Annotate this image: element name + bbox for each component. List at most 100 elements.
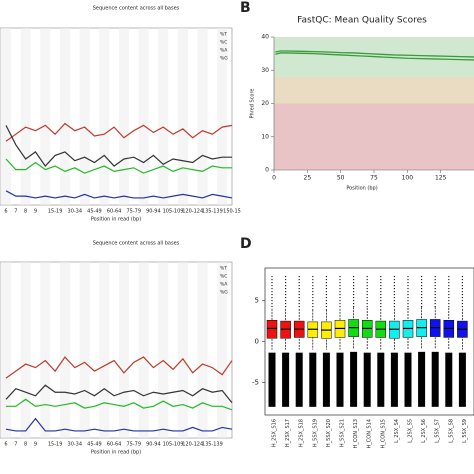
legend-entry: %G (220, 290, 228, 296)
x-tick-label: 75-79 (126, 209, 141, 215)
x-tick-label: L_5SX_S8 (448, 419, 454, 443)
x-tick-label: 135-139 (202, 442, 223, 448)
stripe (118, 28, 129, 205)
outlier-low (309, 352, 317, 407)
stripe (177, 262, 188, 438)
stripe (40, 262, 51, 438)
x-tick-label: 90-94 (146, 209, 161, 215)
x-tick-label: 6 (4, 442, 7, 448)
stripe (0, 262, 12, 438)
x-tick-label: 30-34 (68, 442, 83, 448)
x-tick-label: 120-124 (182, 442, 203, 448)
stripe (118, 262, 129, 438)
x-axis-label: Position (bp) (346, 186, 377, 192)
stripe (59, 28, 70, 205)
stripe (138, 262, 149, 438)
y-tick-label: 0 (255, 338, 259, 346)
legend-entry: %T (220, 32, 227, 38)
x-tick-label: L_2SX_S4 (394, 419, 400, 443)
x-tick-label: H_2SX_S17 (285, 419, 291, 447)
x-tick-label: H_2SX_S18 (299, 419, 305, 447)
legend-entry: %C (220, 40, 227, 46)
stripe (0, 28, 12, 205)
x-tick-label: 8 (24, 209, 27, 215)
x-tick-label: L_5SX_S7 (435, 419, 441, 443)
y-tick-label: 0 (265, 167, 269, 174)
quality-band (274, 76, 474, 104)
stripe (79, 262, 90, 438)
series-line (5, 122, 233, 142)
stripe (158, 262, 169, 438)
box (266, 320, 278, 339)
x-tick-label: 9 (34, 442, 37, 448)
legend-entry: %A (220, 48, 228, 54)
x-tick-label: H_5SX_S20 (326, 419, 332, 447)
y-tick-label: 5 (255, 297, 259, 305)
x-tick-label: L_2SX_S6 (421, 419, 427, 443)
outlier-low (458, 352, 466, 407)
y-tick-label: -5 (252, 378, 259, 386)
x-tick-label: 105-109 (163, 209, 184, 215)
panel-label: D (240, 236, 252, 252)
x-tick-label: 50 (337, 175, 345, 182)
outlier-low (336, 352, 344, 407)
stripe (197, 262, 208, 438)
legend-entry: %G (220, 56, 228, 62)
x-tick-label: H_5SX_S19 (312, 419, 318, 447)
outlier-low (445, 352, 453, 407)
y-tick-label: 10 (261, 133, 269, 140)
y-tick-label: 40 (261, 34, 269, 41)
stripe (40, 28, 51, 205)
x-tick-label: 105-109 (163, 442, 184, 448)
x-tick-label: 90-94 (146, 442, 161, 448)
stripe (20, 262, 31, 438)
stripe (177, 28, 188, 205)
outlier-low (390, 352, 398, 407)
x-axis-label: Position in read (bp) (91, 217, 141, 223)
stripe (158, 28, 169, 205)
series-line (5, 158, 232, 174)
stripe (99, 262, 110, 438)
x-tick-label: H_CON_S15 (380, 419, 386, 448)
chart-title: FastQC: Mean Quality Scores (297, 16, 427, 26)
outlier-low (282, 352, 290, 407)
stripe (217, 262, 228, 438)
x-tick-label: 6 (4, 209, 7, 215)
x-tick-label: 7 (14, 442, 17, 448)
x-tick-label: 100 (402, 175, 414, 182)
x-tick-label: 7 (14, 209, 17, 215)
y-tick-label: 30 (261, 67, 269, 74)
quality-line (275, 50, 474, 58)
x-tick-label: 25 (304, 175, 312, 182)
outlier-low (295, 352, 303, 407)
x-tick-label: H_CON_S14 (367, 419, 373, 448)
stripe (99, 28, 110, 205)
chart-title: Sequence content across all bases (93, 6, 180, 12)
outlier-low (404, 352, 412, 407)
x-tick-label: 0 (272, 175, 276, 182)
plot-area (0, 27, 233, 206)
quality-line (275, 52, 474, 61)
legend-entry: %T (220, 266, 227, 272)
outlier-low (350, 351, 358, 407)
x-axis-label: Position in read (bp) (91, 450, 141, 456)
outlier-low (431, 351, 439, 407)
legend-entry: %C (220, 274, 227, 280)
series-line (5, 384, 233, 404)
panel-label: B (240, 0, 251, 16)
x-tick-label: 60-64 (107, 209, 122, 215)
legend-entry: %A (220, 282, 228, 288)
outlier-low (418, 351, 426, 407)
x-tick-label: H_CON_S13 (353, 419, 359, 448)
x-tick-label: 8 (24, 442, 27, 448)
x-tick-label: 15-19 (48, 209, 63, 215)
x-tick-label: H_2SX_S16 (272, 419, 278, 447)
outlier-low (377, 352, 385, 407)
series-line (5, 417, 233, 432)
series-line (5, 356, 233, 379)
x-tick-label: 135-139 (202, 209, 223, 215)
stripe (217, 28, 228, 205)
x-tick-label: 75 (370, 175, 378, 182)
stripe (59, 262, 70, 438)
